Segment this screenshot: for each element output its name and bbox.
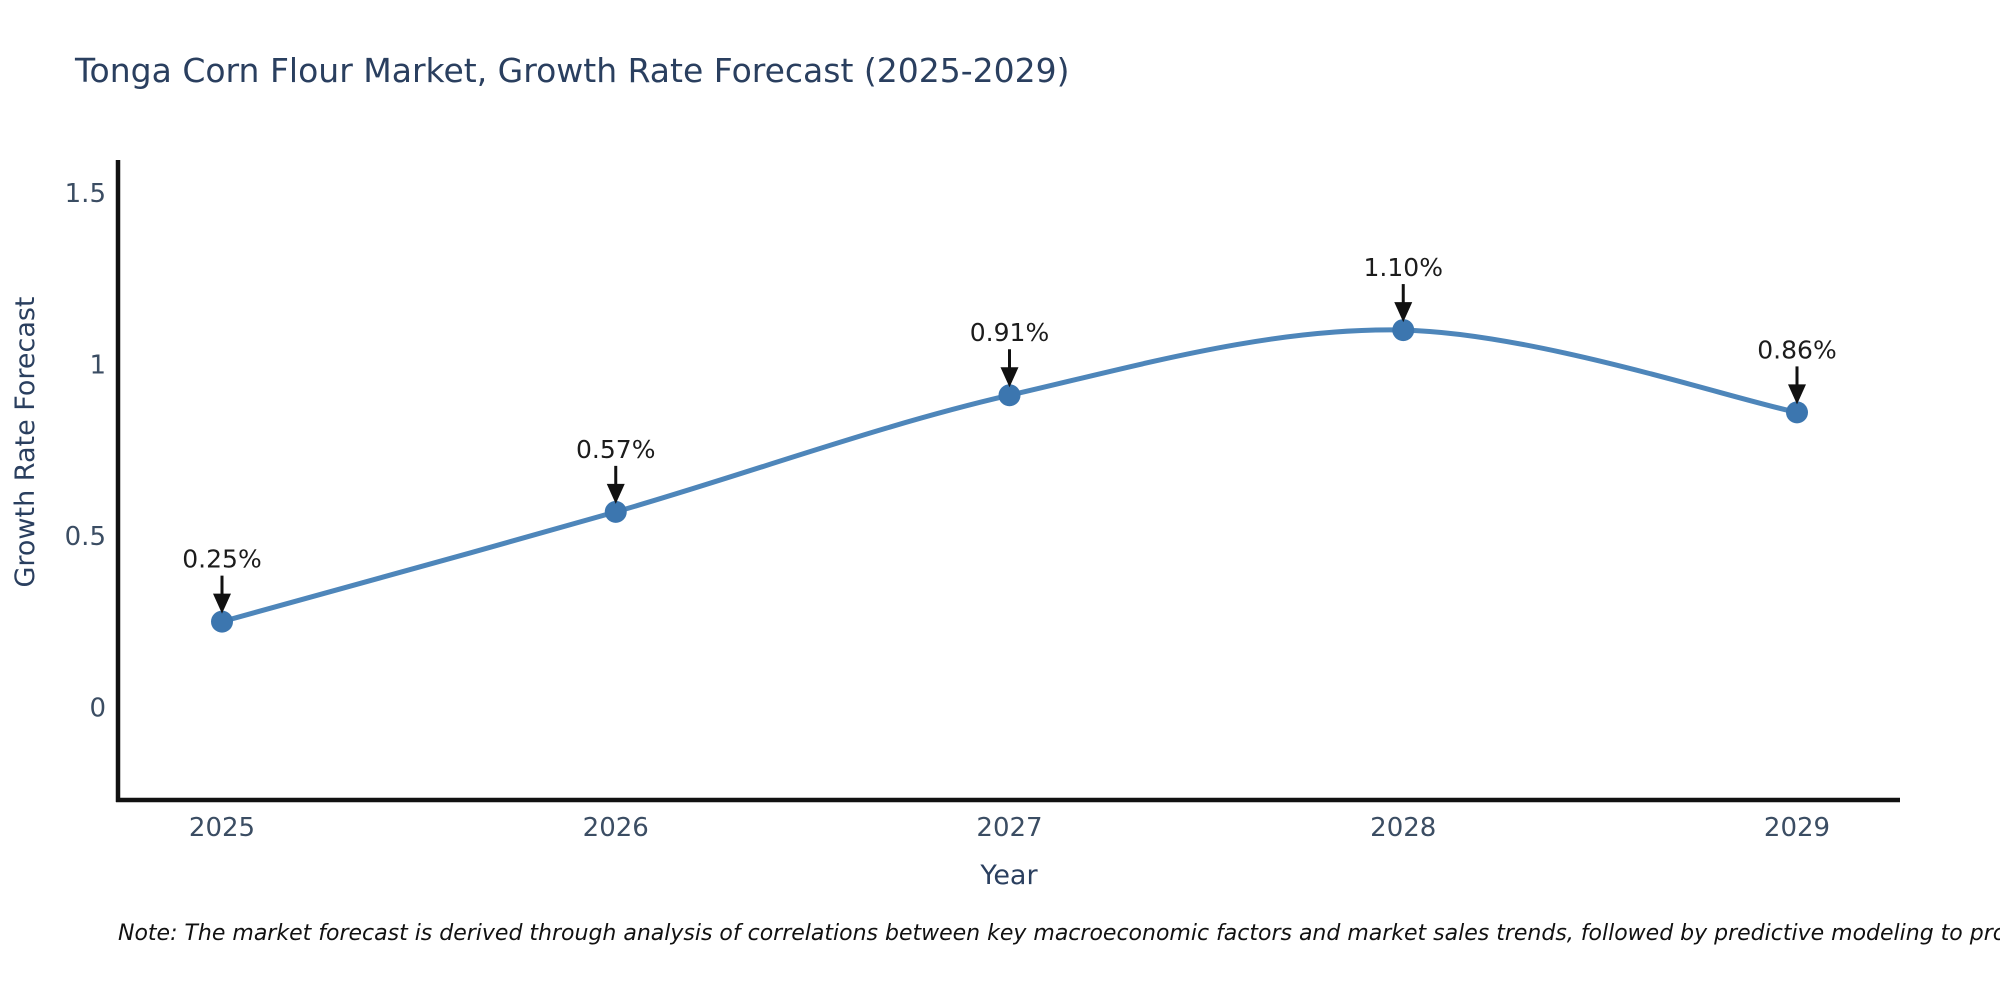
- data-point-marker-2025: [211, 610, 233, 633]
- x-tick-label: 2029: [1764, 813, 1830, 843]
- annotation-arrow-head: [1000, 367, 1019, 388]
- point-annotation: 1.10%: [1364, 253, 1443, 282]
- x-tick-label: 2028: [1370, 813, 1436, 843]
- point-annotation: 0.57%: [576, 435, 655, 464]
- chart-title: Tonga Corn Flour Market, Growth Rate For…: [74, 51, 1070, 90]
- annotation-arrow-head: [606, 483, 625, 504]
- y-tick-label: 0: [89, 693, 106, 723]
- x-axis-title: Year: [979, 860, 1038, 891]
- data-point-marker-2029: [1786, 401, 1808, 424]
- annotation-arrow-head: [213, 593, 231, 614]
- annotation-arrow-head: [1394, 302, 1413, 323]
- x-tick-label: 2027: [976, 813, 1042, 843]
- point-annotation: 0.86%: [1757, 335, 1836, 364]
- data-point-marker-2028: [1392, 319, 1415, 342]
- y-tick-label: 1: [89, 350, 106, 380]
- y-tick-label: 0.5: [65, 522, 106, 552]
- annotation-arrow-head: [1788, 384, 1806, 405]
- y-tick-label: 1.5: [65, 179, 106, 209]
- point-annotation: 0.25%: [182, 545, 261, 574]
- plot-area: 0 0.5 1 1.5 2025 2026 2027 2028 2029 0.25% 0.57% 0.…: [65, 160, 1900, 843]
- x-tick-label: 2026: [583, 813, 649, 843]
- x-tick-label: 2025: [189, 813, 255, 843]
- y-axis-title: Growth Rate Forecast: [10, 296, 41, 587]
- data-point-marker-2026: [604, 500, 627, 523]
- footnote: Note: The market forecast is derived thr…: [118, 921, 2000, 946]
- point-annotation: 0.91%: [970, 318, 1049, 347]
- data-point-marker-2027: [998, 384, 1021, 407]
